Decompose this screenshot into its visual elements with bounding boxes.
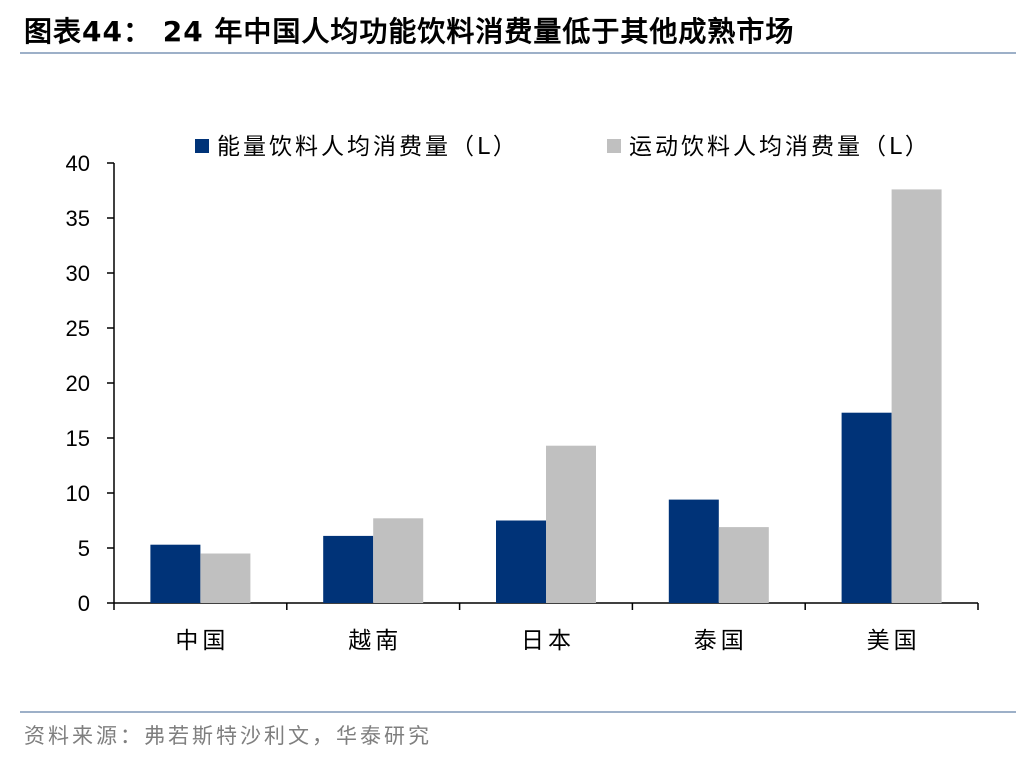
y-tick-label: 25 <box>66 316 90 341</box>
y-tick-label: 20 <box>66 371 90 396</box>
title-divider <box>20 52 1016 54</box>
legend-swatch <box>607 139 621 153</box>
bar-sports-drink <box>891 189 942 603</box>
x-category-label: 泰国 <box>694 628 748 654</box>
bar-sports-drink <box>200 553 251 603</box>
bar-energy-drink <box>668 499 719 603</box>
bars <box>150 189 942 603</box>
bar-energy-drink <box>150 544 201 603</box>
source-divider <box>20 711 1016 713</box>
y-tick-label: 0 <box>78 591 90 616</box>
y-tick-label: 15 <box>66 426 90 451</box>
x-category-label: 越南 <box>348 628 402 654</box>
y-tick-label: 10 <box>66 481 90 506</box>
chart-title: 图表44： 24 年中国人均功能饮料消费量低于其他成熟市场 <box>24 15 795 48</box>
y-tick-label: 30 <box>66 261 90 286</box>
y-tick-label: 40 <box>66 151 90 176</box>
bar-sports-drink <box>373 518 424 603</box>
legend-label: 运动饮料人均消费量（L） <box>629 134 931 160</box>
x-category-label: 日本 <box>521 628 575 654</box>
legend: 能量饮料人均消费量（L） 运动饮料人均消费量（L） <box>195 134 931 160</box>
legend-label: 能量饮料人均消费量（L） <box>217 134 519 160</box>
legend-swatch <box>195 139 209 153</box>
source-note: 资料来源：弗若斯特沙利文，华泰研究 <box>24 724 432 748</box>
bar-energy-drink <box>496 520 546 603</box>
bar-sports-drink <box>718 527 769 603</box>
axes: 0 5 10 15 20 25 30 35 40 中国 越南 日本 泰国 美国 <box>66 151 979 654</box>
bar-energy-drink <box>323 535 374 603</box>
bar-energy-drink <box>841 412 892 603</box>
y-tick-label: 5 <box>78 536 90 561</box>
y-tick-label: 35 <box>66 206 90 231</box>
bar-sports-drink <box>546 445 596 603</box>
x-category-label: 中国 <box>175 628 229 654</box>
x-category-label: 美国 <box>867 628 921 654</box>
